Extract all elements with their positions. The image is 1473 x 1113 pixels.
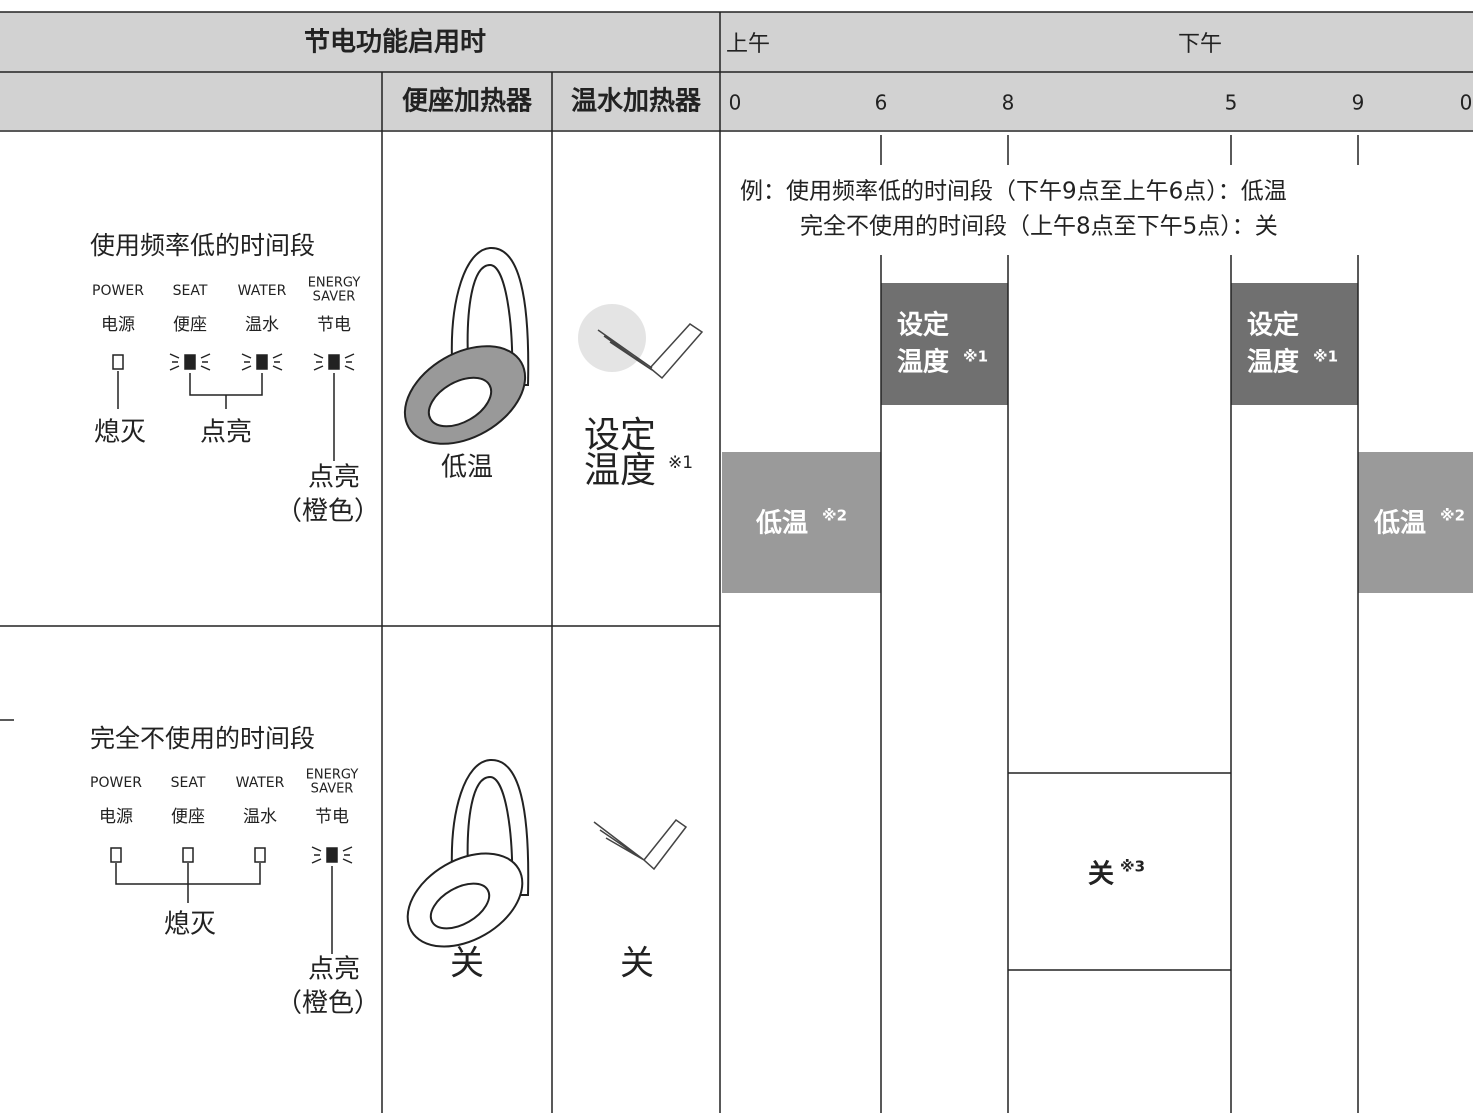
indicator-name: ENERGY bbox=[306, 768, 359, 783]
block-label: 关 bbox=[1088, 860, 1114, 890]
title: 节电功能启用时 bbox=[304, 27, 486, 58]
flash bbox=[311, 846, 353, 864]
block-label: 低温 bbox=[1373, 509, 1426, 539]
water-state: 设定 bbox=[584, 415, 656, 456]
example: 例：使用频率低的时间段（下午9点至上午6点）：低温 bbox=[740, 179, 1287, 205]
indicator-name: ENERGY bbox=[308, 276, 361, 291]
nozzle bbox=[597, 323, 704, 380]
time: 9 bbox=[1352, 91, 1365, 115]
water-note: ※1 bbox=[668, 453, 693, 473]
lamp-off bbox=[182, 847, 194, 863]
water-state: 温度 bbox=[584, 450, 656, 491]
lamp-on bbox=[328, 354, 340, 370]
hole bbox=[429, 882, 491, 930]
column-header: 温水加热器 bbox=[571, 87, 702, 117]
block-label: 温度 bbox=[1247, 347, 1299, 378]
block-set bbox=[881, 283, 1008, 405]
orange-label: （橙色） bbox=[276, 989, 380, 1019]
mode: 完全不使用的时间段 bbox=[90, 724, 315, 753]
block-note: ※2 bbox=[822, 507, 847, 525]
water-state: 关 bbox=[620, 944, 654, 984]
flash bbox=[313, 353, 355, 371]
column-header: 便座加热器 bbox=[402, 86, 533, 117]
hole bbox=[427, 376, 493, 428]
lamp-on bbox=[256, 354, 268, 370]
indicator-name: SAVER bbox=[311, 782, 354, 797]
indicator-icons bbox=[112, 353, 355, 461]
block-label: 温度 bbox=[897, 347, 949, 378]
flash bbox=[241, 353, 283, 371]
lid bbox=[450, 246, 530, 386]
time-lines bbox=[880, 135, 1359, 1113]
lamp-on bbox=[326, 847, 338, 863]
indicator-label: 节电 bbox=[315, 807, 349, 827]
orange-label: （橙色） bbox=[276, 497, 380, 527]
on-label: 点亮 bbox=[200, 418, 252, 448]
orange-label: 点亮 bbox=[308, 955, 360, 985]
indicator-label: 温水 bbox=[245, 315, 279, 335]
block-note: ※3 bbox=[1120, 858, 1145, 876]
block-label: 设定 bbox=[897, 310, 949, 341]
indicator-icons bbox=[110, 846, 353, 954]
mode: 使用频率低的时间段 bbox=[90, 231, 315, 260]
time: 5 bbox=[1225, 91, 1238, 115]
lid bbox=[450, 758, 530, 896]
indicator-name: WATER bbox=[236, 775, 285, 791]
leader bbox=[117, 371, 335, 461]
toilet-seat-heated bbox=[403, 246, 530, 445]
toilet-seat-off bbox=[406, 758, 530, 948]
lamp-off bbox=[254, 847, 266, 863]
indicator-name: WATER bbox=[238, 283, 287, 299]
time: 0 bbox=[1460, 91, 1473, 115]
block-low bbox=[722, 452, 881, 593]
nozzle bbox=[593, 818, 688, 871]
seat-state: 低温 bbox=[441, 453, 493, 483]
indicator-label: 便座 bbox=[171, 807, 205, 827]
block-note: ※1 bbox=[1313, 348, 1338, 366]
time: 0 bbox=[729, 91, 742, 115]
am: 上午 bbox=[726, 32, 770, 57]
pm: 下午 bbox=[1178, 32, 1222, 57]
indicator-name: SAVER bbox=[313, 290, 356, 305]
indicator-label: 电源 bbox=[101, 315, 135, 335]
indicator-label: 电源 bbox=[99, 807, 133, 827]
indicator-label: 温水 bbox=[243, 807, 277, 827]
time: 8 bbox=[1002, 91, 1015, 115]
lamp-off bbox=[110, 847, 122, 863]
indicator-name: POWER bbox=[92, 283, 144, 299]
block-note: ※1 bbox=[963, 348, 988, 366]
glow bbox=[578, 304, 646, 372]
off-label: 熄灭 bbox=[94, 418, 146, 448]
time: 6 bbox=[875, 91, 888, 115]
header-bg bbox=[0, 12, 1473, 130]
block-label: 设定 bbox=[1247, 310, 1299, 341]
nozzle-warm bbox=[578, 304, 704, 380]
block-set bbox=[1231, 283, 1358, 405]
example: 完全不使用的时间段（上午8点至下午5点）：关 bbox=[800, 214, 1278, 240]
indicator-label: 节电 bbox=[317, 315, 351, 335]
indicator-label: 便座 bbox=[173, 315, 207, 335]
seat-state: 关 bbox=[450, 944, 484, 984]
indicator-name: SEAT bbox=[173, 283, 208, 299]
block-label: 低温 bbox=[755, 509, 808, 539]
lamp-off bbox=[112, 354, 124, 370]
orange-label: 点亮 bbox=[308, 463, 360, 493]
flash bbox=[169, 353, 211, 371]
indicator-name: POWER bbox=[90, 775, 142, 791]
lamp-on bbox=[184, 354, 196, 370]
block-note: ※2 bbox=[1440, 507, 1465, 525]
off-label: 熄灭 bbox=[164, 910, 216, 940]
block-low bbox=[1358, 452, 1473, 593]
leader bbox=[115, 863, 333, 954]
indicator-name: SEAT bbox=[171, 775, 206, 791]
